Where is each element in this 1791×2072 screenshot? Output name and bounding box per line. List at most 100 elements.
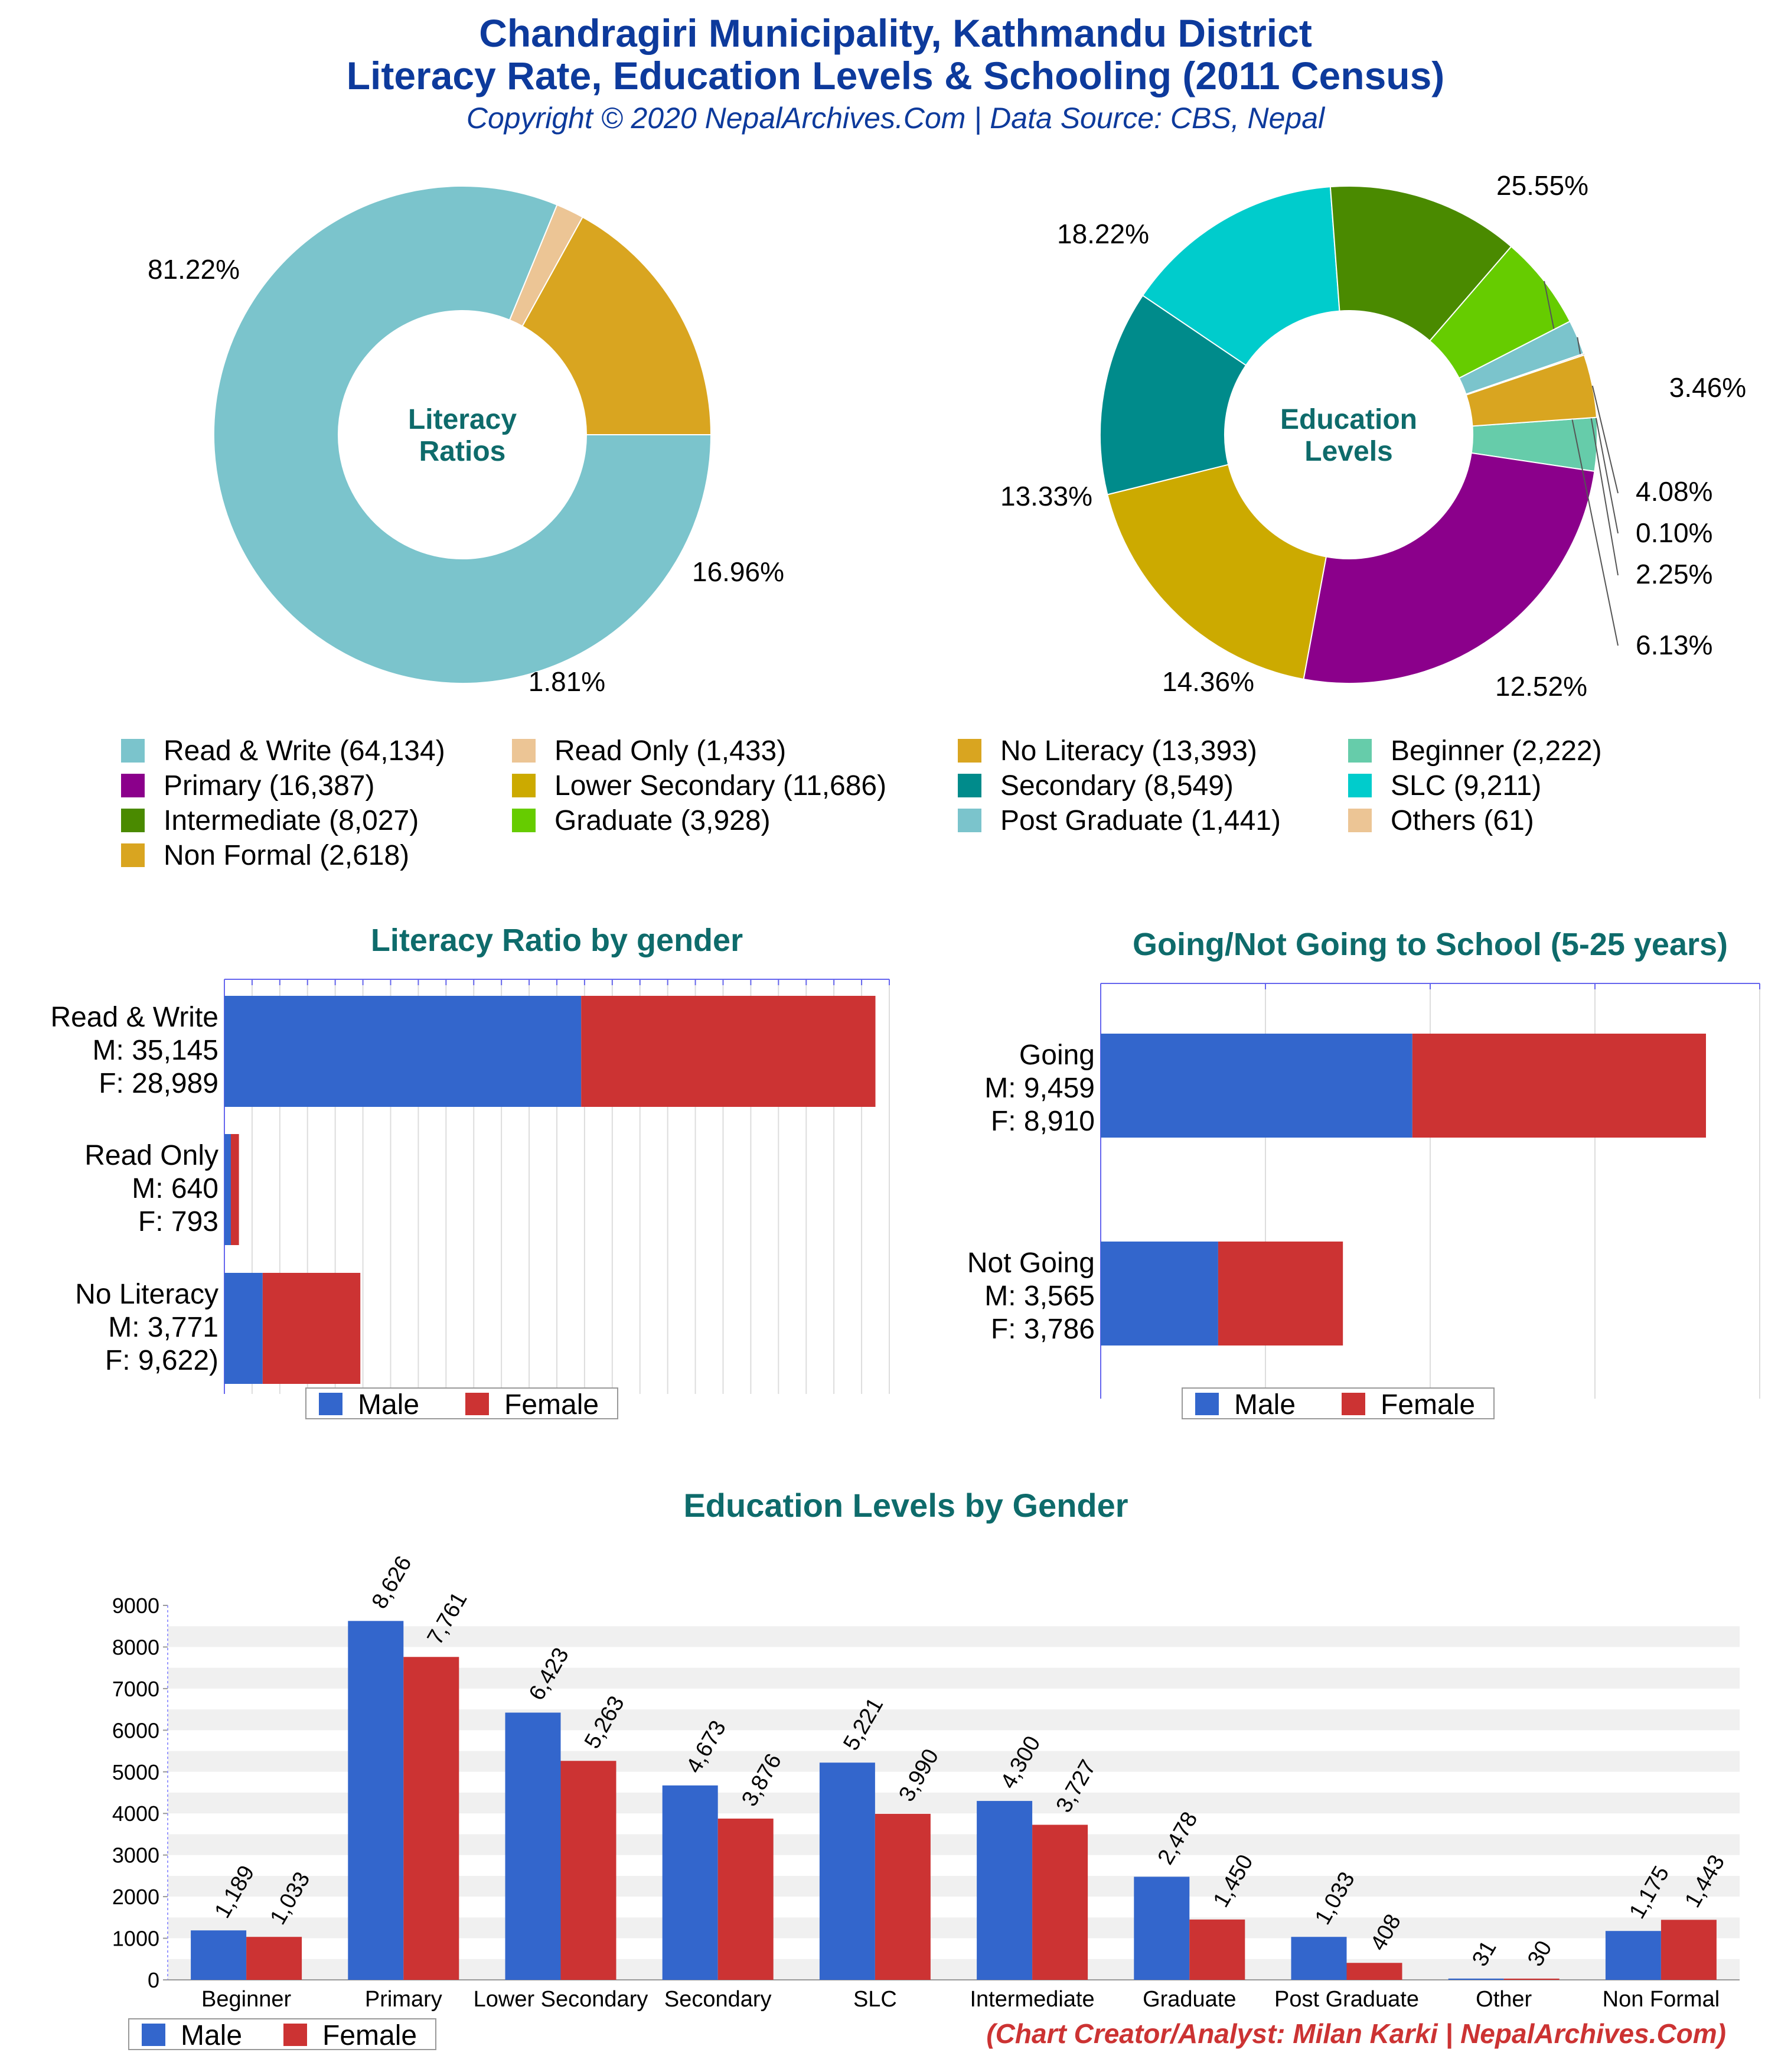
- main-title-line1: Chandragiri Municipality, Kathmandu Dist…: [479, 11, 1312, 55]
- bar-male: [662, 1785, 718, 1980]
- legend-box: [128, 2018, 436, 2050]
- legend-label: No Literacy (13,393): [1000, 735, 1257, 767]
- legend-label: Read Only (1,433): [554, 735, 786, 767]
- bar-male: [1291, 1937, 1347, 1980]
- y-tick-label: 4000: [112, 1801, 159, 1826]
- legend-swatch: [121, 809, 145, 832]
- grid-band: [168, 1626, 1740, 1647]
- bar-male: [977, 1801, 1033, 1980]
- x-tick-label: Lower Secondary: [474, 1987, 648, 2012]
- bar-female: [262, 1273, 361, 1384]
- bar-female: [231, 1134, 239, 1245]
- slice-percent-label: 81.22%: [148, 254, 240, 285]
- bar-male: [1605, 1931, 1661, 1980]
- slice-percent-label: 3.46%: [1669, 372, 1746, 403]
- legend-label: Graduate (3,928): [554, 805, 771, 836]
- donut-slice-non-formal: [1465, 354, 1598, 427]
- legend-swatch-male: [319, 1393, 342, 1415]
- legend-swatch: [121, 774, 145, 797]
- slice-percent-label: 6.13%: [1636, 630, 1712, 660]
- slice-percent-label: 13.33%: [1000, 481, 1092, 512]
- bar-female: [1189, 1919, 1245, 1980]
- category-label: Going: [1019, 1040, 1095, 1071]
- legend-label: Others (61): [1391, 805, 1534, 836]
- chart-title: Literacy Ratio by gender: [371, 923, 743, 958]
- legend-swatch: [512, 774, 536, 797]
- slice-percent-label: 16.96%: [692, 556, 784, 587]
- chart-title: Education Levels by Gender: [683, 1487, 1128, 1524]
- bar-male: [1101, 1242, 1218, 1346]
- bar-female: [1032, 1825, 1088, 1980]
- donut-slice-no-literacy: [521, 216, 712, 435]
- legend-swatch: [1348, 774, 1372, 797]
- legend-label-male: Male: [1234, 1389, 1296, 1421]
- legend-label: Read & Write (64,134): [164, 735, 445, 767]
- main-title-line2: Literacy Rate, Education Levels & School…: [346, 54, 1445, 97]
- bar-female: [1218, 1242, 1343, 1346]
- leader-line: [1591, 385, 1619, 494]
- y-tick-label: 2000: [112, 1885, 159, 1909]
- category-label: F: 9,622): [105, 1345, 218, 1376]
- bar-female: [403, 1657, 459, 1980]
- slice-percent-label: 18.22%: [1057, 219, 1149, 249]
- x-tick-label: Secondary: [664, 1987, 772, 2012]
- category-label: M: 35,145: [93, 1035, 218, 1066]
- slice-percent-label: 1.81%: [529, 666, 605, 697]
- category-label: Read & Write: [50, 1002, 218, 1033]
- chart-title: Going/Not Going to School (5-25 years): [1133, 927, 1728, 962]
- bar-female: [1660, 1920, 1717, 1980]
- legend-label-female: Female: [322, 2020, 417, 2051]
- bar-value-label: 408: [1366, 1910, 1406, 1955]
- x-tick-label: Post Graduate: [1274, 1987, 1419, 2012]
- legend-label: Beginner (2,222): [1391, 735, 1602, 767]
- category-label: M: 640: [132, 1173, 218, 1204]
- bar-male: [224, 1134, 231, 1245]
- bar-male: [819, 1762, 875, 1980]
- legend-label: Lower Secondary (11,686): [554, 770, 886, 802]
- y-tick-label: 9000: [112, 1594, 159, 1618]
- donut-center-label: Education: [1280, 404, 1417, 435]
- legend-label-female: Female: [504, 1389, 599, 1421]
- y-tick-label: 5000: [112, 1760, 159, 1784]
- bar-male: [505, 1712, 561, 1980]
- category-label: F: 28,989: [99, 1068, 218, 1099]
- legend-swatch: [958, 739, 981, 763]
- category-label: F: 3,786: [991, 1314, 1095, 1345]
- legend-label-male: Male: [358, 1389, 419, 1421]
- y-tick-label: 6000: [112, 1718, 159, 1742]
- legend-label: SLC (9,211): [1391, 770, 1541, 802]
- bar-female: [1412, 1034, 1706, 1138]
- bar-female: [1503, 1978, 1560, 1980]
- legend-swatch: [958, 809, 981, 832]
- bar-female: [581, 996, 876, 1107]
- legend-swatch: [121, 843, 145, 867]
- legend-swatch-male: [142, 2024, 165, 2046]
- legend-label-male: Male: [181, 2020, 242, 2051]
- donut-slice-secondary: [1100, 294, 1247, 496]
- bar-female: [246, 1937, 302, 1980]
- y-tick-label: 0: [148, 1968, 159, 1992]
- legend-label-female: Female: [1381, 1389, 1475, 1421]
- legend-swatch: [121, 739, 145, 763]
- legend-label: Secondary (8,549): [1000, 770, 1234, 802]
- legend-swatch: [1348, 739, 1372, 763]
- legend-label: Primary (16,387): [164, 770, 374, 802]
- legend-label: Non Formal (2,618): [164, 840, 409, 871]
- donut-slice-slc: [1141, 186, 1340, 366]
- x-tick-label: Intermediate: [970, 1987, 1094, 2012]
- x-tick-label: Beginner: [201, 1987, 291, 2012]
- slice-percent-label: 25.55%: [1496, 170, 1588, 201]
- category-label: Read Only: [84, 1140, 218, 1171]
- bar-male: [348, 1621, 404, 1980]
- copyright-line: Copyright © 2020 NepalArchives.Com | Dat…: [466, 102, 1325, 135]
- y-tick-label: 7000: [112, 1677, 159, 1701]
- donut-slice-intermediate: [1329, 185, 1512, 342]
- bar-female: [1346, 1963, 1402, 1980]
- donut-center-label: Levels: [1304, 436, 1392, 467]
- y-tick-label: 8000: [112, 1635, 159, 1659]
- bar-male: [224, 1273, 263, 1384]
- donut-center-label: Ratios: [419, 436, 506, 467]
- bar-male: [224, 996, 582, 1107]
